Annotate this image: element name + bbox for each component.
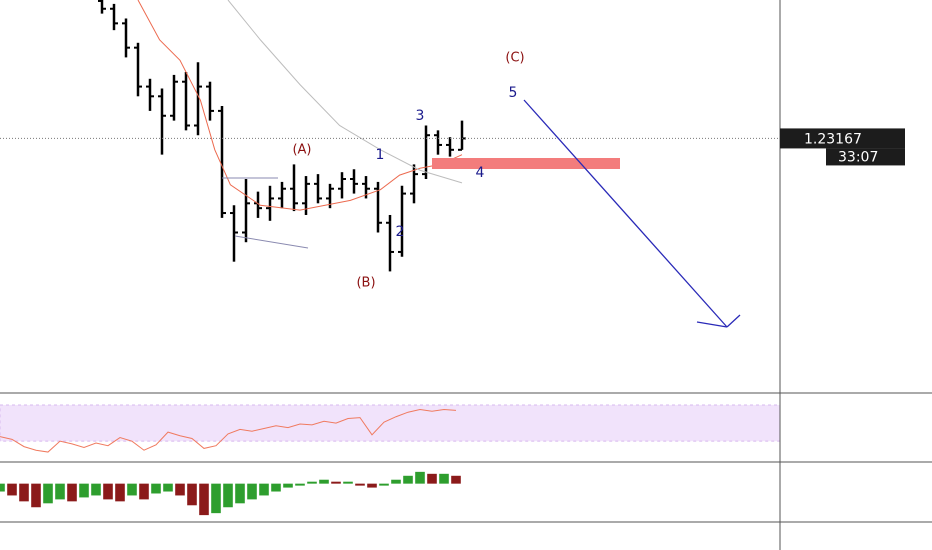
histogram-bar	[367, 483, 377, 488]
histogram-bar	[439, 473, 449, 484]
trend-line	[234, 235, 309, 249]
histogram-bar	[103, 483, 113, 500]
histogram-bar	[7, 483, 17, 496]
histogram-bar	[43, 483, 53, 504]
histogram-bar	[295, 483, 305, 486]
histogram-bar	[31, 483, 41, 508]
histogram-bar	[151, 483, 161, 494]
histogram-bar	[235, 483, 245, 504]
target-zone	[432, 158, 620, 169]
histogram-bar	[0, 483, 5, 492]
histogram-bar	[307, 481, 317, 484]
countdown-label: 33:07	[838, 149, 878, 165]
wave-label: (C)	[505, 51, 524, 66]
histogram-bar	[259, 483, 269, 496]
arrow-head	[696, 321, 728, 328]
histogram-bar	[379, 483, 389, 486]
histogram-bar	[163, 483, 173, 492]
wave-label: (B)	[356, 276, 375, 291]
arrow	[523, 99, 728, 328]
histogram-bar	[79, 483, 89, 498]
wave-label: 3	[416, 108, 425, 124]
wave-label: 4	[476, 165, 485, 181]
histogram-bar	[247, 483, 257, 500]
histogram-bar	[319, 479, 329, 484]
histogram-bar	[19, 483, 29, 502]
labels: 1.23167 33:07	[780, 128, 905, 166]
histogram-bar	[283, 483, 293, 488]
histogram-bar	[91, 483, 101, 496]
rsi-band	[0, 404, 781, 442]
moving-average	[137, 0, 463, 211]
histogram-bar	[199, 483, 209, 516]
histogram-bar	[55, 483, 65, 500]
last-price-label: 1.23167	[804, 131, 862, 147]
countdown-box	[826, 148, 905, 166]
rsi-line	[0, 408, 457, 453]
arrow-head	[726, 314, 741, 328]
drawings: (A) (B) (C) 1 2 3 4 5	[222, 51, 741, 328]
histogram-bar	[175, 483, 185, 496]
moving-average	[227, 0, 463, 184]
wave-label: 5	[509, 85, 518, 101]
wave-label: 1	[376, 147, 385, 163]
wave-label: 2	[396, 224, 405, 240]
histogram-bar	[67, 483, 77, 502]
histogram-bar	[187, 483, 197, 506]
histogram-bar	[115, 483, 125, 502]
histogram-bar	[127, 483, 137, 496]
histogram-bar	[343, 481, 353, 484]
plot	[0, 0, 780, 516]
histogram-bar	[451, 475, 461, 484]
histogram-bar	[331, 481, 341, 484]
grid	[0, 404, 781, 442]
wave-label: (A)	[292, 143, 311, 158]
histogram-bar	[403, 475, 413, 484]
histogram-bar	[271, 483, 281, 492]
histogram-bar	[355, 483, 365, 486]
histogram-bar	[415, 471, 425, 484]
histogram-bar	[427, 473, 437, 484]
histogram-bar	[391, 479, 401, 484]
histogram-bar	[211, 483, 221, 514]
histogram-bar	[139, 483, 149, 500]
last-price-box	[780, 128, 905, 149]
histogram-bar	[223, 483, 233, 508]
